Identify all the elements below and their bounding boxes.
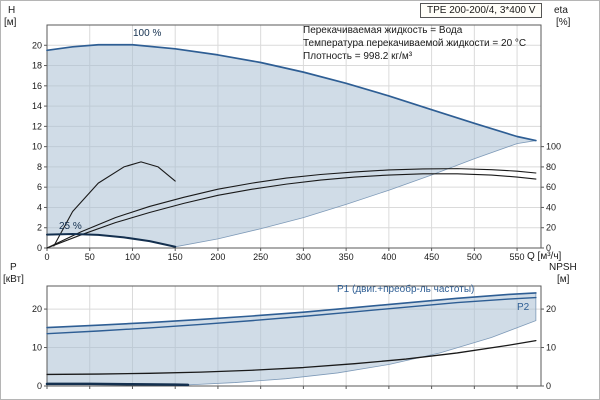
svg-text:16: 16 (32, 81, 42, 91)
svg-text:20: 20 (32, 40, 42, 50)
speed-100-label: 100 % (133, 28, 162, 39)
svg-text:10: 10 (32, 343, 42, 353)
condition-line: Плотность = 998.2 кг/м³ (303, 51, 413, 62)
svg-text:150: 150 (168, 252, 183, 262)
liquid-conditions: Перекачиваемая жидкость = Вода Температу… (303, 24, 526, 63)
svg-text:12: 12 (32, 121, 42, 131)
svg-text:450: 450 (424, 252, 439, 262)
left-axis-title-h: H (8, 5, 16, 16)
svg-text:0: 0 (546, 243, 551, 253)
svg-text:10: 10 (32, 142, 42, 152)
left-axis-title-p: P (10, 262, 17, 273)
svg-text:350: 350 (339, 252, 354, 262)
left-axis-unit-h: [м] (4, 17, 17, 28)
svg-text:500: 500 (467, 252, 482, 262)
svg-text:20: 20 (546, 304, 556, 314)
p1-curve-label: P1 (двиг.+преобр-ль частоты) (337, 284, 475, 295)
pump-model-box: TPE 200-200/4, 3*400 V (420, 3, 543, 18)
svg-text:20: 20 (546, 223, 556, 233)
right-axis-unit-eta: [%] (556, 17, 571, 28)
svg-text:8: 8 (37, 162, 42, 172)
svg-text:300: 300 (296, 252, 311, 262)
svg-text:0: 0 (37, 243, 42, 253)
svg-text:400: 400 (381, 252, 396, 262)
svg-text:18: 18 (32, 61, 42, 71)
svg-text:80: 80 (546, 162, 556, 172)
svg-text:10: 10 (546, 343, 556, 353)
condition-line: Температура перекачиваемой жидкости = 20… (303, 38, 527, 49)
svg-text:14: 14 (32, 101, 42, 111)
condition-line: Перекачиваемая жидкость = Вода (303, 25, 463, 36)
right-axis-unit-npsh: [м] (557, 274, 570, 285)
x-axis-title-q: Q [м³/ч] (527, 251, 562, 262)
svg-text:6: 6 (37, 182, 42, 192)
svg-text:4: 4 (37, 202, 42, 212)
svg-text:100: 100 (125, 252, 140, 262)
right-axis-title-eta: eta (554, 5, 568, 16)
svg-text:200: 200 (210, 252, 225, 262)
svg-text:250: 250 (253, 252, 268, 262)
svg-text:550: 550 (510, 252, 525, 262)
svg-text:0: 0 (44, 252, 49, 262)
svg-text:2: 2 (37, 223, 42, 233)
speed-25-label: 25 % (59, 221, 82, 232)
svg-text:0: 0 (37, 381, 42, 391)
svg-text:50: 50 (85, 252, 95, 262)
p2-curve-label: P2 (517, 302, 530, 313)
left-axis-unit-p: [кВт] (3, 274, 24, 285)
svg-text:20: 20 (32, 304, 42, 314)
svg-text:100: 100 (546, 142, 561, 152)
svg-text:40: 40 (546, 202, 556, 212)
svg-text:0: 0 (546, 381, 551, 391)
svg-text:60: 60 (546, 182, 556, 192)
right-axis-title-npsh: NPSH (549, 262, 577, 273)
